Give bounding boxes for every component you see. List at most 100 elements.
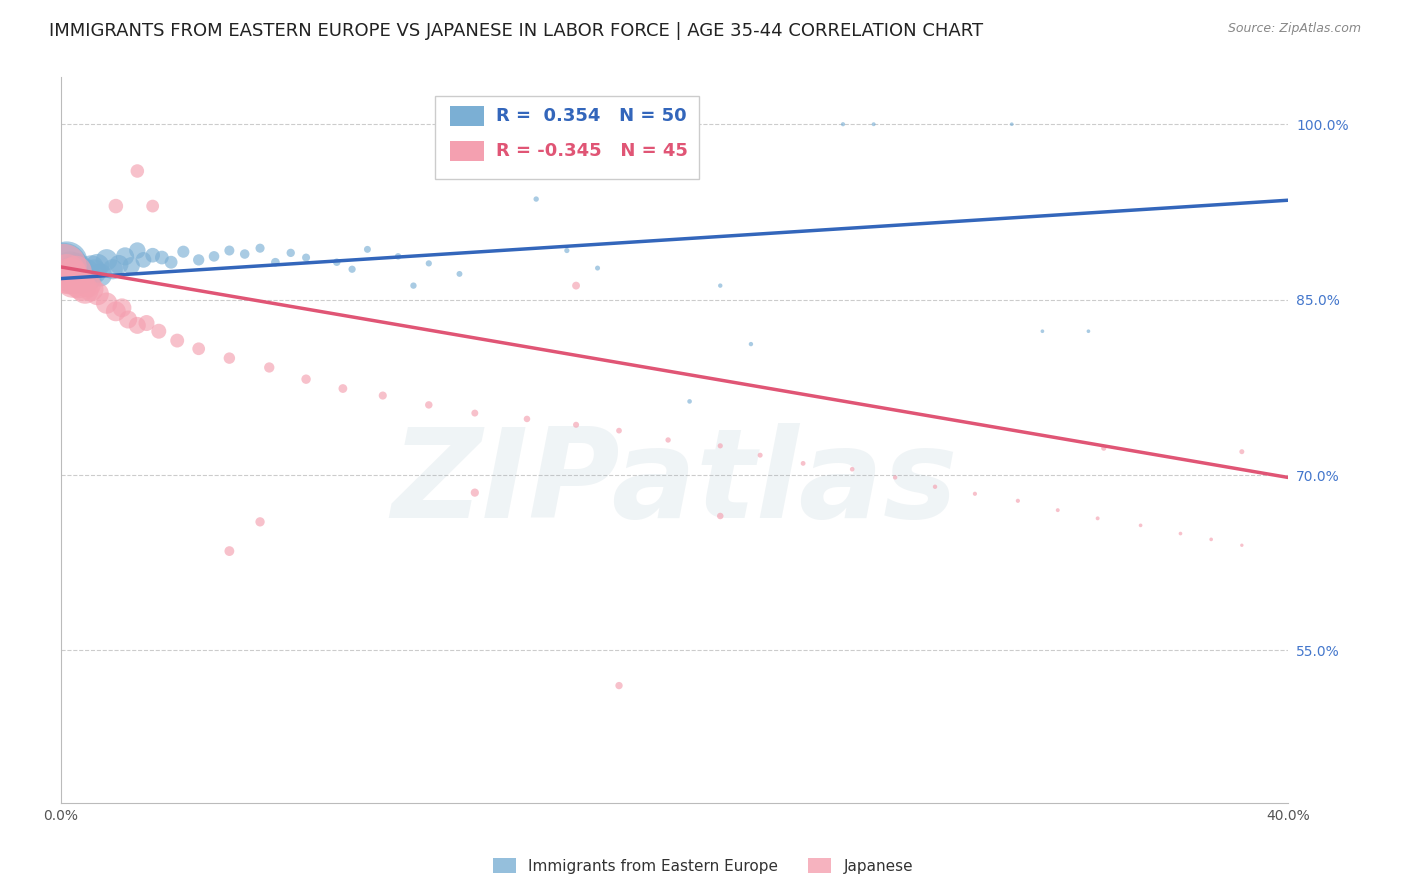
Point: [1129, 518, 1152, 533]
Point: [80, 261, 103, 276]
Point: [96, 252, 118, 267]
Point: [449, 267, 471, 281]
Point: [326, 255, 349, 269]
Point: [114, 249, 136, 263]
Point: [607, 679, 630, 693]
Point: [86, 286, 108, 301]
Point: [884, 470, 907, 484]
Point: [127, 244, 149, 258]
Point: [160, 255, 183, 269]
Point: [77, 270, 100, 285]
Point: [150, 251, 173, 265]
Point: [59, 263, 82, 277]
Point: [607, 424, 630, 438]
Point: [86, 259, 108, 273]
Text: R =  0.354   N = 50: R = 0.354 N = 50: [496, 107, 688, 125]
Point: [387, 249, 409, 263]
Point: [249, 515, 271, 529]
Point: [127, 318, 149, 333]
Point: [166, 334, 188, 348]
Point: [83, 264, 105, 278]
Point: [70, 280, 93, 294]
Point: [524, 192, 547, 206]
FancyBboxPatch shape: [450, 106, 484, 126]
Point: [678, 394, 700, 409]
Point: [340, 262, 363, 277]
Point: [792, 456, 814, 470]
Point: [1230, 538, 1253, 552]
Point: [356, 243, 378, 257]
Point: [187, 342, 209, 356]
Point: [55, 255, 77, 269]
Point: [924, 480, 946, 494]
Point: [402, 278, 425, 293]
Point: [80, 282, 103, 296]
Point: [117, 312, 139, 326]
Point: [709, 278, 731, 293]
Point: [202, 249, 225, 263]
Point: [65, 264, 87, 278]
Point: [89, 268, 111, 282]
Point: [371, 388, 394, 402]
Point: [249, 241, 271, 255]
Text: Source: ZipAtlas.com: Source: ZipAtlas.com: [1227, 22, 1361, 36]
Point: [233, 247, 256, 261]
Point: [120, 259, 142, 273]
Point: [264, 255, 287, 269]
Point: [709, 508, 731, 523]
Point: [740, 337, 762, 351]
Point: [657, 433, 679, 447]
Point: [52, 260, 75, 274]
Point: [104, 304, 127, 318]
Point: [65, 262, 87, 277]
Point: [132, 252, 155, 267]
Point: [832, 117, 855, 131]
FancyBboxPatch shape: [450, 141, 484, 161]
Point: [148, 324, 170, 338]
Point: [218, 544, 240, 558]
Point: [1199, 533, 1222, 547]
Point: [555, 244, 578, 258]
Point: [62, 274, 84, 288]
Point: [1007, 493, 1029, 508]
Point: [332, 382, 354, 396]
Point: [75, 266, 97, 280]
Point: [1046, 503, 1069, 517]
Text: R = -0.345   N = 45: R = -0.345 N = 45: [496, 142, 688, 160]
Point: [1170, 526, 1192, 541]
Point: [295, 372, 318, 386]
Point: [1092, 441, 1115, 455]
Point: [101, 262, 124, 277]
Point: [108, 258, 131, 272]
Point: [1001, 117, 1024, 131]
Point: [135, 316, 157, 330]
Point: [96, 296, 118, 310]
Point: [418, 256, 440, 270]
Point: [1087, 511, 1109, 525]
Point: [565, 278, 588, 293]
Point: [67, 277, 90, 291]
Point: [565, 417, 588, 432]
Point: [749, 448, 772, 462]
Point: [67, 267, 90, 281]
Point: [70, 271, 93, 285]
Point: [963, 487, 986, 501]
Point: [418, 398, 440, 412]
Point: [52, 260, 75, 274]
Point: [187, 252, 209, 267]
Point: [709, 439, 731, 453]
Point: [111, 301, 134, 315]
Point: [59, 269, 82, 284]
Point: [516, 412, 538, 426]
Point: [142, 199, 165, 213]
Point: [77, 277, 100, 292]
Point: [280, 245, 302, 260]
Point: [172, 244, 194, 259]
Point: [1077, 324, 1099, 338]
Point: [841, 462, 863, 476]
Point: [1230, 444, 1253, 458]
Point: [295, 251, 318, 265]
Text: IMMIGRANTS FROM EASTERN EUROPE VS JAPANESE IN LABOR FORCE | AGE 35-44 CORRELATIO: IMMIGRANTS FROM EASTERN EUROPE VS JAPANE…: [49, 22, 983, 40]
Point: [104, 199, 127, 213]
Point: [142, 248, 165, 262]
